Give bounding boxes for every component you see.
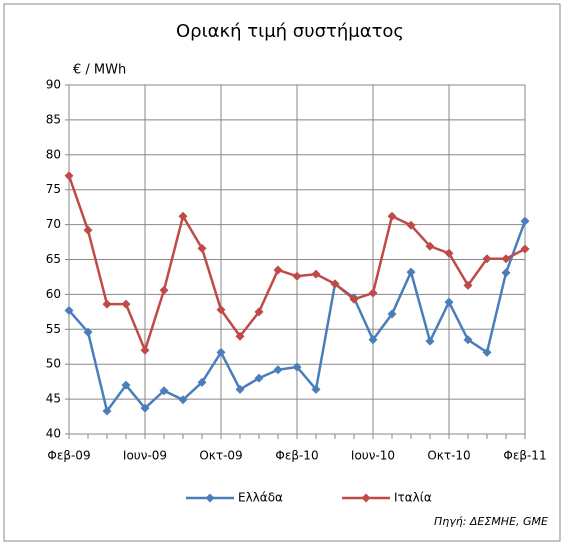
point-marker xyxy=(197,243,207,253)
y-tick-label: 40 xyxy=(46,427,61,441)
point-marker xyxy=(520,216,530,226)
point-marker xyxy=(159,285,169,295)
y-tick-label: 70 xyxy=(46,217,61,231)
point-marker xyxy=(254,373,264,383)
point-marker xyxy=(406,267,416,277)
point-marker xyxy=(520,244,530,254)
point-marker xyxy=(235,384,245,394)
y-tick-label: 75 xyxy=(46,182,61,196)
point-marker xyxy=(406,220,416,230)
x-tick-label: Φεβ-10 xyxy=(275,449,318,463)
point-marker xyxy=(501,268,511,278)
point-marker xyxy=(121,299,131,309)
point-marker xyxy=(216,347,226,357)
point-marker xyxy=(216,305,226,315)
x-tick-label: Φεβ-11 xyxy=(503,449,546,463)
y-axis-label: € / MWh xyxy=(73,63,126,78)
y-tick-label: 80 xyxy=(46,147,61,161)
point-marker xyxy=(482,254,492,264)
source-note: Πηγή: ΔΕΣΜΗΕ, GME xyxy=(434,515,548,528)
point-marker xyxy=(235,331,245,341)
y-tick-label: 50 xyxy=(46,357,61,371)
y-tick-label: 90 xyxy=(46,78,61,92)
point-marker xyxy=(273,365,283,375)
point-marker xyxy=(273,265,283,275)
point-marker xyxy=(387,211,397,221)
point-marker xyxy=(311,384,321,394)
point-marker xyxy=(178,395,188,405)
y-tick-label: 60 xyxy=(46,287,61,301)
point-marker xyxy=(330,279,340,289)
point-marker xyxy=(482,347,492,357)
x-tick-label: Ιουν-10 xyxy=(351,449,395,463)
point-marker xyxy=(387,309,397,319)
point-marker xyxy=(121,380,131,390)
legend-marker xyxy=(205,493,215,503)
point-marker xyxy=(292,271,302,281)
y-tick-label: 55 xyxy=(46,322,61,336)
point-marker xyxy=(140,345,150,355)
x-tick-label: Οκτ-10 xyxy=(427,449,470,463)
y-tick-label: 45 xyxy=(46,392,61,406)
legend-label: Ελλάδα xyxy=(238,491,283,505)
point-marker xyxy=(463,280,473,290)
y-tick-label: 65 xyxy=(46,252,61,266)
point-marker xyxy=(178,211,188,221)
point-marker xyxy=(197,377,207,387)
legend-marker xyxy=(361,493,371,503)
x-tick-label: Ιουν-09 xyxy=(123,449,167,463)
point-marker xyxy=(444,248,454,258)
point-marker xyxy=(292,362,302,372)
point-marker xyxy=(102,299,112,309)
point-marker xyxy=(368,288,378,298)
chart-title: Οριακή τιμή συστήματος xyxy=(176,21,404,42)
point-marker xyxy=(425,336,435,346)
point-marker xyxy=(140,403,150,413)
point-marker xyxy=(159,386,169,396)
point-marker xyxy=(102,406,112,416)
point-marker xyxy=(368,335,378,345)
point-marker xyxy=(349,294,359,304)
point-marker xyxy=(425,241,435,251)
x-tick-label: Φεβ-09 xyxy=(47,449,90,463)
x-tick-label: Οκτ-09 xyxy=(199,449,242,463)
y-tick-label: 85 xyxy=(46,112,61,126)
point-marker xyxy=(254,307,264,317)
point-marker xyxy=(444,297,454,307)
point-marker xyxy=(311,269,321,279)
point-marker xyxy=(64,305,74,315)
point-marker xyxy=(501,254,511,264)
point-marker xyxy=(83,225,93,235)
point-marker xyxy=(83,327,93,337)
point-marker xyxy=(463,335,473,345)
point-marker xyxy=(64,171,74,181)
legend-label: Ιταλία xyxy=(394,491,432,505)
